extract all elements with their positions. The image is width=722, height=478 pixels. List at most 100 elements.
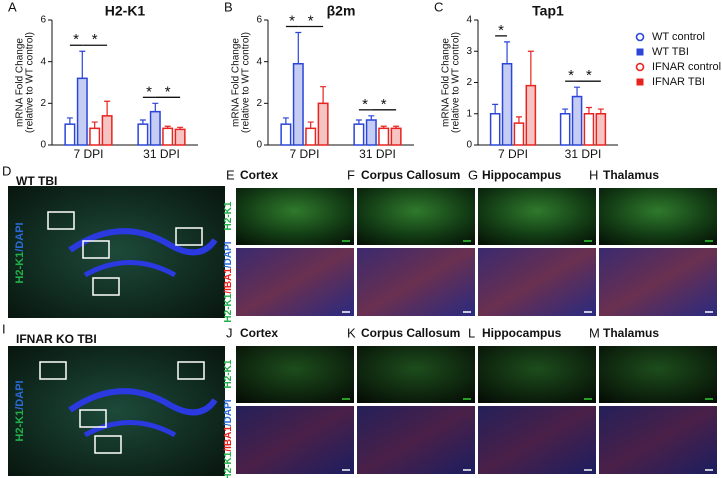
- significance-label: *: [381, 96, 387, 113]
- micrograph: [357, 248, 475, 316]
- y-tick-label: 0: [466, 140, 472, 151]
- region-title: Thalamus: [603, 168, 659, 182]
- panel-letter: M: [589, 325, 600, 340]
- micrograph: [236, 406, 354, 474]
- y-tick-label: 0: [256, 140, 262, 151]
- y-tick-label: 2: [466, 77, 472, 88]
- micrograph: [357, 406, 475, 474]
- error-bar: [368, 115, 375, 120]
- legend-label: IFNAR control: [652, 61, 721, 73]
- region-title: Cortex: [240, 168, 278, 182]
- stain-part: /IBA1: [223, 268, 234, 294]
- bar: [353, 123, 365, 146]
- error-bar: [597, 108, 604, 114]
- x-tick-label: 7 DPI: [498, 147, 528, 161]
- significance-label: *: [568, 67, 574, 84]
- stain-part: /DAPI: [14, 222, 26, 251]
- panel-letter: K: [347, 325, 356, 340]
- error-bar: [66, 117, 73, 125]
- stain-label: H2-K1/DAPI: [14, 222, 26, 283]
- bar: [280, 123, 292, 146]
- region-title: Corpus Callosum: [361, 168, 460, 182]
- stain-label: H2-K1: [223, 201, 234, 230]
- significance-label: *: [92, 31, 98, 48]
- region-title: Hippocampus: [482, 326, 562, 340]
- error-bar: [295, 31, 302, 64]
- stain-part: H2-K1: [223, 451, 234, 478]
- micrograph: [599, 188, 717, 245]
- chart-title: β2m: [327, 3, 356, 19]
- legend-marker: [636, 78, 644, 86]
- error-bar: [515, 116, 522, 124]
- panel-letter: D: [2, 163, 11, 178]
- legend-marker: [636, 48, 644, 56]
- bar: [378, 127, 390, 146]
- error-bar: [574, 86, 581, 97]
- stain-label: H2-K1: [223, 359, 234, 388]
- micrograph: [236, 188, 354, 245]
- y-axis-label: (relative to WT control): [25, 32, 36, 133]
- error-bar: [380, 125, 387, 129]
- y-tick-label: 4: [466, 15, 472, 26]
- region-title: Cortex: [240, 326, 278, 340]
- bar: [149, 110, 161, 146]
- y-axis-label: (relative to WT control): [241, 32, 252, 133]
- micrograph: [478, 248, 596, 316]
- legend-marker: [635, 62, 645, 72]
- bar: [317, 102, 329, 146]
- panel-letter: B: [224, 0, 233, 14]
- stain-part: /DAPI: [223, 241, 234, 268]
- bar: [64, 123, 76, 146]
- micrograph: [357, 346, 475, 403]
- bar: [595, 113, 607, 146]
- bar: [525, 84, 537, 146]
- stain-part: H2-K1: [14, 410, 26, 442]
- error-bar: [91, 121, 98, 129]
- bar: [390, 127, 402, 146]
- stain-label: H2-K1/DAPI: [14, 380, 26, 441]
- significance-label: *: [586, 67, 592, 84]
- y-tick-label: 3: [466, 46, 472, 57]
- micrograph: [599, 248, 717, 316]
- region-title: Corpus Callosum: [361, 326, 460, 340]
- region-title: Hippocampus: [482, 168, 562, 182]
- significance-label: *: [73, 31, 79, 48]
- chart-title: Tap1: [532, 3, 564, 19]
- bar: [513, 122, 525, 146]
- error-bar: [79, 50, 86, 79]
- stain-part: /DAPI: [14, 380, 26, 409]
- error-bar: [139, 119, 146, 125]
- stain-part: H2-K1: [223, 359, 234, 388]
- x-tick-label: 31 DPI: [565, 147, 602, 161]
- y-tick-label: 2: [40, 98, 46, 109]
- y-axis-label: mRNA Fold Change: [231, 38, 242, 127]
- error-bar: [164, 125, 171, 129]
- bar: [571, 95, 583, 146]
- panel-letter: I: [2, 321, 6, 336]
- micrograph: [357, 188, 475, 245]
- x-tick-label: 7 DPI: [73, 147, 103, 161]
- y-tick-label: 1: [466, 108, 472, 119]
- error-bar: [104, 100, 111, 116]
- brain-title: IFNAR KO TBI: [16, 332, 97, 346]
- y-tick-label: 4: [256, 56, 262, 67]
- bar: [174, 128, 186, 146]
- stain-part: /DAPI: [223, 399, 234, 426]
- bar: [489, 113, 501, 146]
- x-tick-label: 7 DPI: [289, 147, 319, 161]
- micrograph: [236, 346, 354, 403]
- panel-letter: H: [589, 167, 598, 182]
- legend-label: WT TBI: [652, 46, 689, 58]
- brain-image: [8, 346, 225, 476]
- panel-letter: C: [434, 0, 443, 14]
- legend-marker: [635, 32, 645, 42]
- error-bar: [320, 86, 327, 104]
- x-tick-label: 31 DPI: [359, 147, 396, 161]
- y-axis-label: (relative to WT control): [451, 32, 462, 133]
- chart-title: H2-K1: [105, 3, 146, 19]
- micrograph: [478, 346, 596, 403]
- bar: [292, 63, 304, 146]
- bar: [365, 119, 377, 146]
- legend-label: WT control: [652, 31, 705, 43]
